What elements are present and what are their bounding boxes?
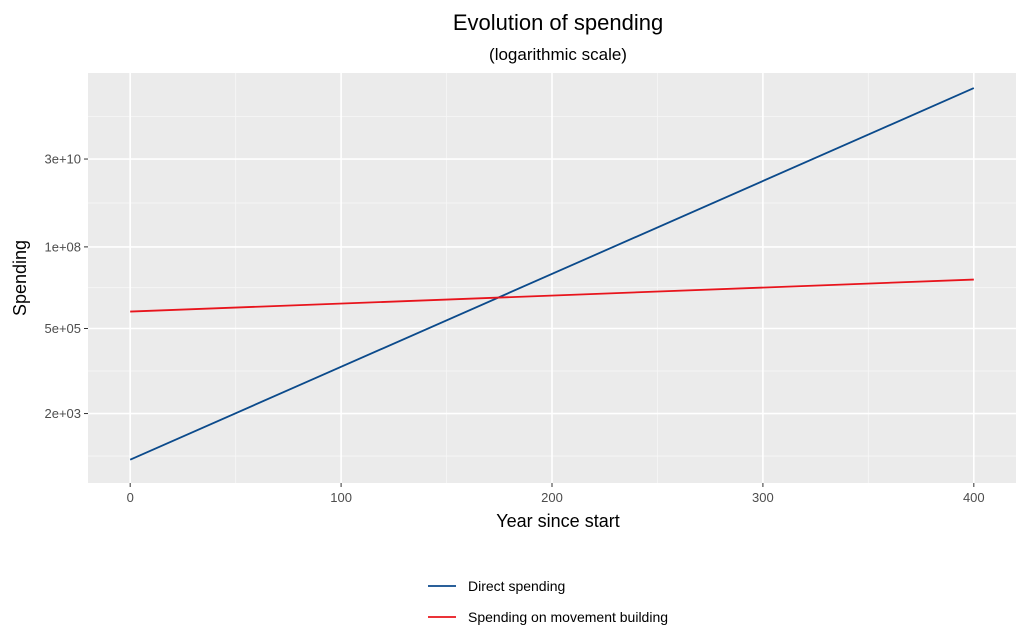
legend-label-2: Spending on movement building: [468, 609, 668, 625]
y-tick-label: 1e+08: [44, 239, 81, 254]
x-tick-label: 100: [330, 490, 352, 505]
x-tick-label: 200: [541, 490, 563, 505]
major-gridlines: [88, 73, 1016, 483]
series-lines: [129, 87, 975, 461]
chart-title: Evolution of spending: [453, 10, 663, 35]
y-tick-label: 3e+10: [44, 152, 81, 167]
legend-label-1: Direct spending: [468, 578, 565, 594]
y-axis-ticks: 2e+03 5e+05 1e+08 3e+10: [44, 152, 88, 421]
x-tick-label: 400: [963, 490, 985, 505]
y-tick-label: 2e+03: [44, 406, 81, 421]
legend: Direct spending Spending on movement buil…: [428, 578, 668, 625]
chart-subtitle: (logarithmic scale): [489, 45, 627, 64]
series-line-2: [130, 278, 974, 313]
x-tick-label: 300: [752, 490, 774, 505]
series-line-1: [129, 87, 975, 461]
y-tick-label: 5e+05: [44, 321, 81, 336]
x-axis-title: Year since start: [496, 511, 619, 531]
x-tick-label: 0: [127, 490, 134, 505]
y-axis-title: Spending: [10, 240, 30, 316]
x-axis-ticks: 0 100 200 300 400: [127, 483, 985, 505]
